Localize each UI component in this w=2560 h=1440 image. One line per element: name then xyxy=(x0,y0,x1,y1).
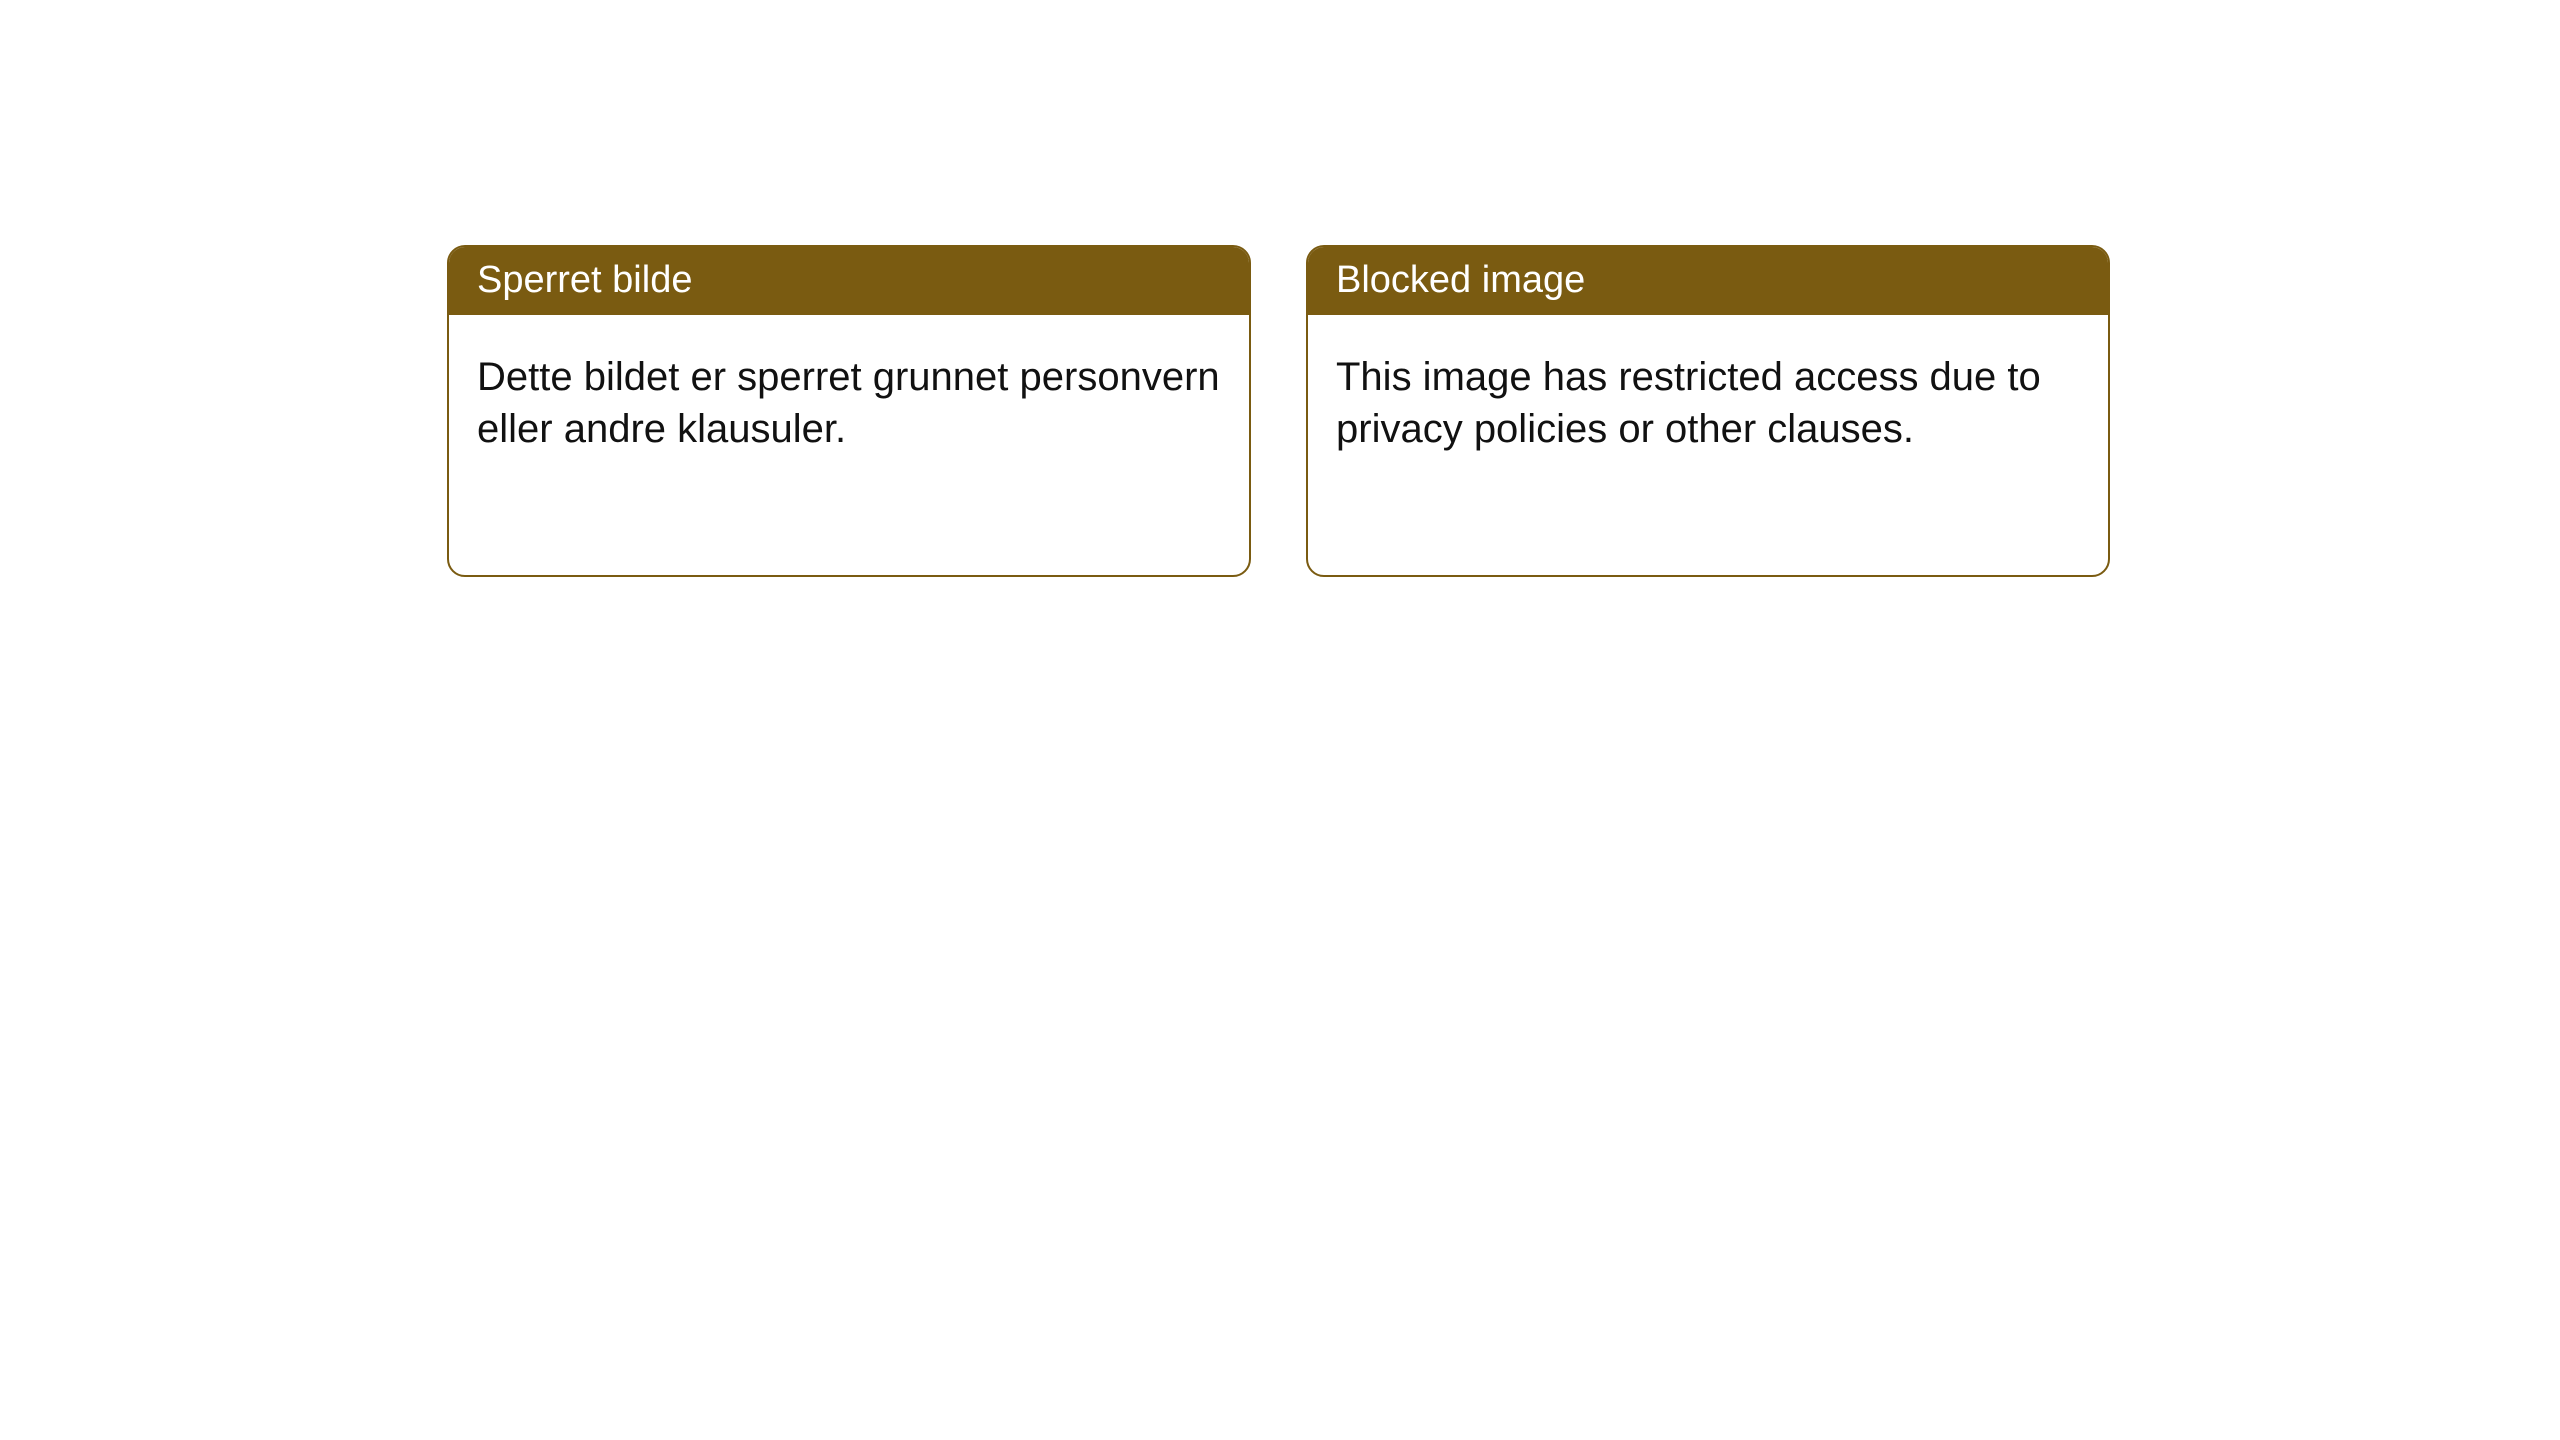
card-header-no: Sperret bilde xyxy=(449,247,1249,315)
card-body-no: Dette bildet er sperret grunnet personve… xyxy=(449,315,1249,491)
card-text-no: Dette bildet er sperret grunnet personve… xyxy=(477,355,1220,451)
card-title-en: Blocked image xyxy=(1336,259,1585,301)
card-body-en: This image has restricted access due to … xyxy=(1308,315,2108,491)
blocked-card-no: Sperret bilde Dette bildet er sperret gr… xyxy=(447,245,1251,577)
blocked-image-cards: Sperret bilde Dette bildet er sperret gr… xyxy=(447,245,2110,577)
card-header-en: Blocked image xyxy=(1308,247,2108,315)
card-title-no: Sperret bilde xyxy=(477,259,692,301)
blocked-card-en: Blocked image This image has restricted … xyxy=(1306,245,2110,577)
card-text-en: This image has restricted access due to … xyxy=(1336,355,2041,451)
